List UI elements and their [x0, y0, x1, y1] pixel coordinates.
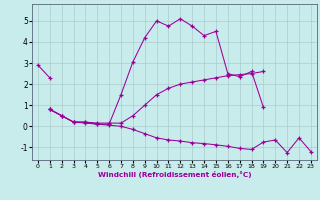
X-axis label: Windchill (Refroidissement éolien,°C): Windchill (Refroidissement éolien,°C) [98, 171, 251, 178]
